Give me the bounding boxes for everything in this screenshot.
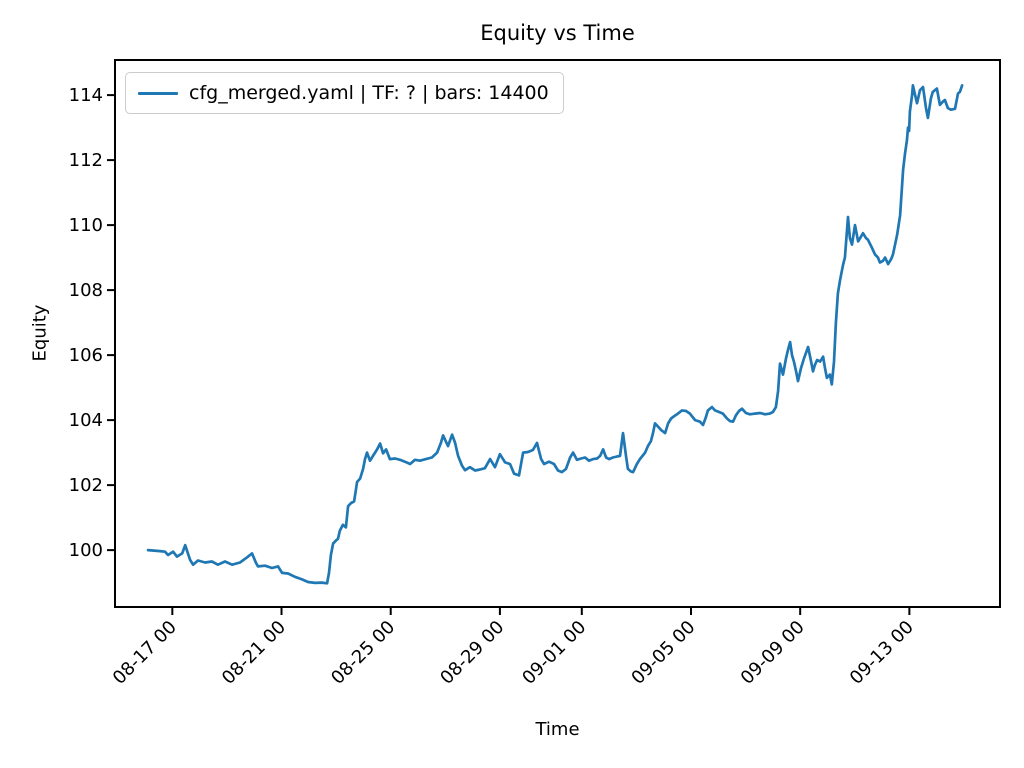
- y-tick-label: 102: [69, 475, 103, 496]
- x-tick-label: 08-17 00: [109, 617, 181, 689]
- x-tick-label: 08-21 00: [218, 617, 290, 689]
- y-tick-label: 100: [69, 540, 103, 561]
- x-axis-label: Time: [535, 719, 580, 740]
- y-tick-label: 114: [69, 85, 103, 106]
- x-tick-label: 08-29 00: [436, 617, 508, 689]
- y-tick-label: 104: [69, 410, 103, 431]
- x-tick-label: 09-05 00: [627, 617, 699, 689]
- x-tick-label: 08-25 00: [327, 617, 399, 689]
- y-tick-label: 106: [69, 345, 103, 366]
- x-tick-label: 09-09 00: [737, 617, 809, 689]
- chart-title: Equity vs Time: [480, 21, 635, 45]
- y-tick-label: 108: [69, 280, 103, 301]
- equity-line-series: [146, 84, 964, 585]
- legend-series-label: cfg_merged.yaml | TF: ? | bars: 14400: [189, 82, 549, 104]
- y-tick-label: 110: [69, 215, 103, 236]
- y-tick-label: 112: [69, 150, 103, 171]
- x-tick-label: 09-13 00: [846, 617, 918, 689]
- x-tick-label: 09-01 00: [518, 617, 590, 689]
- legend-line-sample-icon: [138, 91, 178, 95]
- axes-spines: [114, 59, 1001, 608]
- legend-box: cfg_merged.yaml | TF: ? | bars: 14400: [125, 72, 564, 114]
